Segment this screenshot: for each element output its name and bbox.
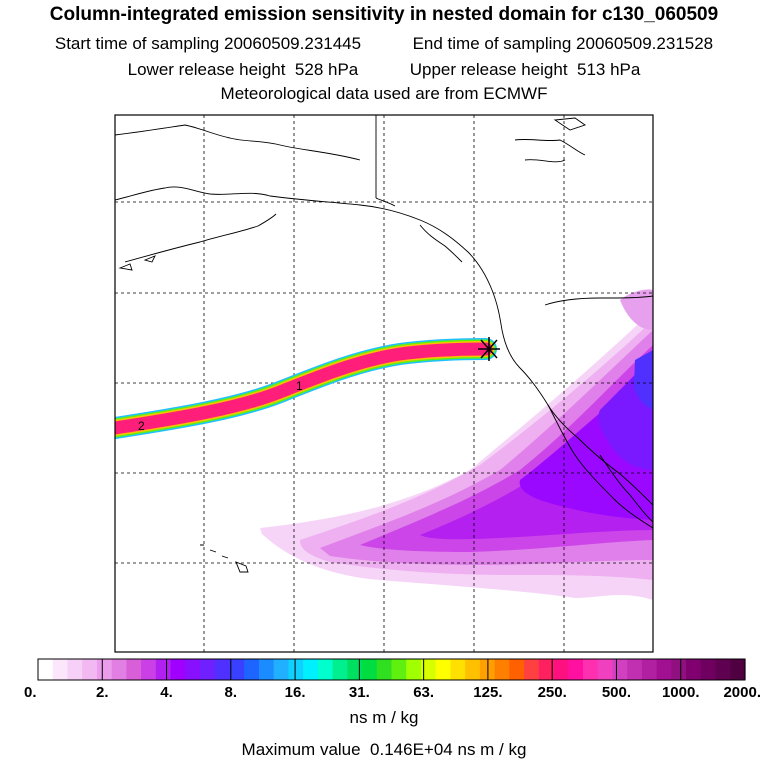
colorbar-swatch xyxy=(347,659,363,680)
colorbar-swatch xyxy=(111,659,127,680)
map-frame xyxy=(114,114,654,653)
colorbar-units: ns m / kg xyxy=(349,708,419,727)
colorbar-swatch xyxy=(494,659,510,680)
colorbar-tick-label: 125. xyxy=(473,684,502,701)
start-time-value: 20060509.231445 xyxy=(224,34,362,53)
colorbar-swatch xyxy=(509,659,525,680)
colorbar-swatch xyxy=(641,659,658,680)
maximum-value-label: Maximum value xyxy=(241,740,361,759)
colorbar-swatch xyxy=(524,659,540,680)
colorbar-swatch xyxy=(244,659,260,680)
colorbar-swatch xyxy=(582,659,599,680)
colorbar-swatch xyxy=(730,659,746,680)
colorbar-tick-label: 8. xyxy=(225,684,238,701)
colorbar-tick-label: 4. xyxy=(160,684,173,701)
colorbar-swatch xyxy=(715,659,731,680)
colorbar-swatch xyxy=(141,659,157,680)
colorbar-swatch xyxy=(67,659,83,680)
colorbar-swatch xyxy=(612,659,628,680)
colorbar-swatch xyxy=(258,659,275,680)
colorbar-swatch xyxy=(332,659,348,680)
start-time: Start time of sampling 20060509.231445 xyxy=(55,34,361,54)
colorbar-swatch xyxy=(420,659,437,680)
colorbar-swatch xyxy=(376,659,393,680)
colorbar-swatch xyxy=(686,659,702,680)
colorbar-tick-label: 0. xyxy=(24,684,37,701)
lower-release-label: Lower release height xyxy=(127,60,286,79)
colorbar-swatch xyxy=(538,659,555,680)
colorbar-tick-label: 250. xyxy=(538,684,567,701)
colorbar-swatch xyxy=(700,659,717,680)
colorbar-swatch xyxy=(656,659,672,680)
colorbar-swatch xyxy=(450,659,466,680)
colorbar-swatch xyxy=(465,659,481,680)
colorbar-swatch xyxy=(671,659,687,680)
end-time-label: End time of sampling xyxy=(412,34,572,53)
met-data-line: Meteorological data used are from ECMWF xyxy=(220,84,548,103)
trajectory-label-1: 1 xyxy=(296,379,303,393)
maximum-value: Maximum value 0.146E+04 ns m / kg xyxy=(0,740,768,760)
lower-release-height: Lower release height 528 hPa xyxy=(128,60,359,80)
coastlines xyxy=(115,115,653,573)
colorbar-swatch xyxy=(200,659,216,680)
colorbar-swatch xyxy=(96,659,113,680)
trajectory-label-2: 2 xyxy=(138,419,145,433)
colorbar-swatch xyxy=(229,659,245,680)
colorbar-tick-label: 63. xyxy=(413,684,434,701)
maximum-value-number: 0.146E+04 ns m / kg xyxy=(370,740,527,759)
upper-release-height: Upper release height 513 hPa xyxy=(410,60,641,80)
colorbar-swatch xyxy=(553,659,569,680)
upper-release-value: 513 hPa xyxy=(577,60,641,79)
lower-release-value: 528 hPa xyxy=(294,60,359,79)
colorbar-swatch xyxy=(288,659,304,680)
end-time-value: 20060509.231528 xyxy=(576,34,714,53)
plot-title: Column-integrated emission sensitivity i… xyxy=(49,4,719,25)
colorbar-swatch xyxy=(435,659,452,680)
colorbar-swatch xyxy=(568,659,584,680)
colorbar-swatch xyxy=(406,659,422,680)
colorbar-tick-label: 16. xyxy=(285,684,306,701)
colorbar-swatch xyxy=(362,659,378,680)
upper-release-label: Upper release height xyxy=(409,60,568,79)
trajectory-band xyxy=(115,338,497,439)
colorbar-swatch xyxy=(273,659,289,680)
release-height-line: Lower release height 528 hPa Upper relea… xyxy=(0,60,768,80)
colorbar-tick-label: 31. xyxy=(349,684,370,701)
colorbar-swatch xyxy=(391,659,407,680)
colorbar-swatch xyxy=(317,659,334,680)
colorbar-swatch xyxy=(38,659,54,680)
start-time-label: Start time of sampling xyxy=(54,34,220,53)
end-time: End time of sampling 20060509.231528 xyxy=(413,34,714,54)
colorbar-swatches xyxy=(38,659,746,680)
colorbar-swatch xyxy=(155,659,172,680)
colorbar-tick-label: 2. xyxy=(96,684,109,701)
sampling-time-line: Start time of sampling 20060509.231445 E… xyxy=(0,34,768,54)
colorbar-swatch xyxy=(170,659,186,680)
colorbar-tick-label: 2000. xyxy=(723,684,761,701)
colorbar-tick-label: 500. xyxy=(602,684,631,701)
colorbar-swatch xyxy=(214,659,231,680)
colorbar-ticks xyxy=(37,659,746,680)
release-point-icon xyxy=(478,337,500,361)
colorbar-swatch xyxy=(82,659,98,680)
colorbar-swatch xyxy=(597,659,614,680)
colorbar-swatch xyxy=(627,659,643,680)
colorbar-labels: 0. 2. 4. 8. 16. 31. 63. 125. 250. 500. 1000. 2000. xyxy=(24,684,761,701)
colorbar-swatch xyxy=(126,659,142,680)
colorbar-tick-label: 1000. xyxy=(662,684,700,701)
colorbar-swatch xyxy=(52,659,69,680)
colorbar-swatch xyxy=(303,659,319,680)
colorbar-swatch xyxy=(185,659,201,680)
